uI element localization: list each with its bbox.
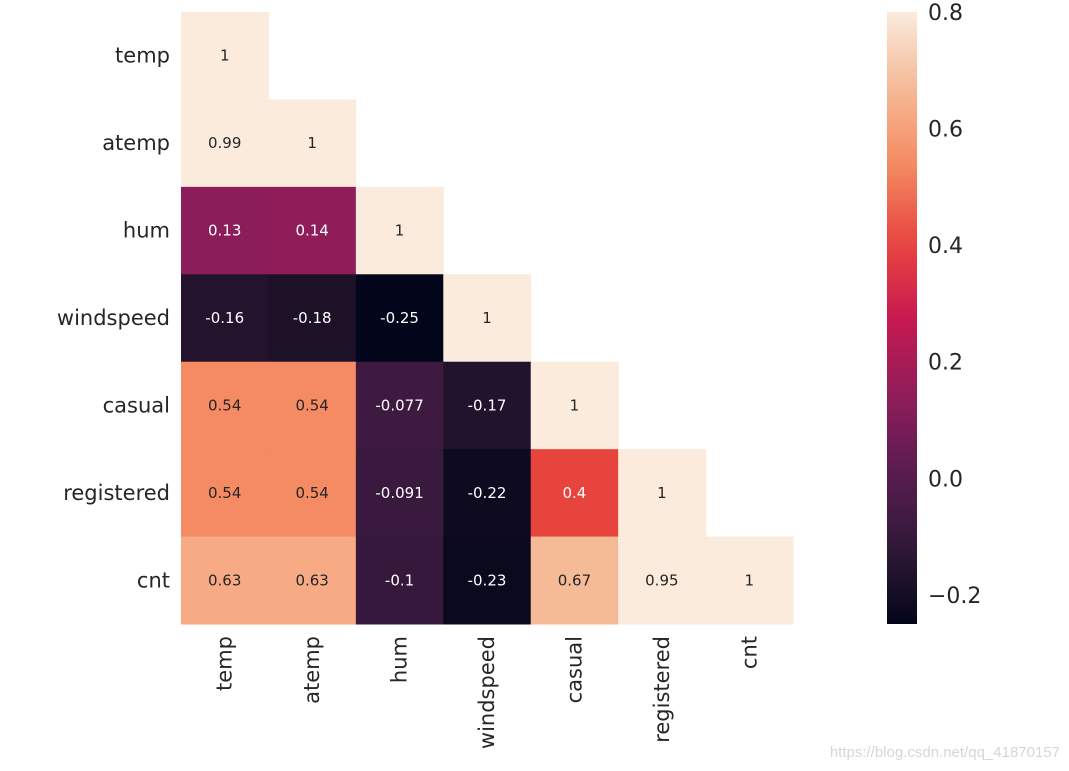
heatmap-cell (181, 536, 269, 625)
colorbar (887, 12, 917, 624)
x-tick-label: registered (650, 636, 674, 743)
cell-annotation: 0.54 (295, 484, 328, 502)
heatmap-cell (705, 536, 794, 625)
heatmap-cell (530, 536, 619, 625)
heatmap-cell (268, 449, 357, 538)
x-tick-label: casual (562, 636, 586, 703)
heatmap-cell (618, 449, 707, 538)
cell-annotation: 0.4 (562, 484, 586, 502)
cell-annotation: 1 (570, 396, 580, 414)
cell-annotation: 0.63 (295, 571, 328, 589)
cell-annotation: 1 (482, 309, 492, 327)
watermark: https://blog.csdn.net/qq_41870157 (830, 744, 1060, 761)
cell-annotation: 0.13 (208, 222, 241, 240)
colorbar-tick-label: 0.4 (928, 234, 963, 259)
cell-annotation: -0.23 (468, 571, 507, 589)
cell-annotation: 0.54 (208, 396, 241, 414)
heatmap-cell (355, 536, 444, 625)
heatmap-cell (268, 186, 357, 275)
colorbar-tick-label: 0.6 (928, 118, 963, 143)
heatmap-cell (181, 274, 269, 363)
heatmap-cell (530, 449, 619, 538)
cell-annotation: -0.18 (293, 309, 332, 327)
colorbar-tick-label: 0.0 (928, 467, 963, 492)
heatmap-cell (181, 186, 269, 275)
y-axis-labels: temp atemp hum windspeed casual registered cnt (57, 44, 170, 593)
x-tick-label: temp (213, 636, 237, 691)
x-tick-label: hum (388, 636, 412, 683)
cell-annotation: 0.54 (208, 484, 241, 502)
cell-annotation: 0.14 (295, 222, 328, 240)
cell-annotation: 0.67 (558, 571, 591, 589)
heatmap-cell (181, 361, 269, 450)
heatmap-cell (181, 449, 269, 538)
heatmap-cell (443, 449, 532, 538)
x-axis-labels: temp atemp hum windspeed casual registered cnt (213, 636, 762, 749)
heatmap-cell (530, 361, 619, 450)
cell-annotation: -0.17 (468, 396, 507, 414)
cell-annotation: 1 (307, 134, 317, 152)
cell-annotation: 0.63 (208, 571, 241, 589)
cell-annotation: -0.25 (380, 309, 419, 327)
cell-annotation: -0.1 (385, 571, 414, 589)
cell-annotation: -0.077 (375, 396, 423, 414)
cell-annotation: 1 (395, 222, 405, 240)
heatmap-cell (355, 449, 444, 538)
cell-annotation: 0.54 (295, 396, 328, 414)
cell-annotation: 1 (745, 571, 755, 589)
heatmap-cell (443, 536, 532, 625)
heatmap-cell (618, 536, 707, 625)
x-tick-label: cnt (737, 636, 761, 669)
cell-annotation: 1 (657, 484, 667, 502)
cell-annotation: 0.99 (208, 134, 241, 152)
heatmap-cell (181, 12, 269, 100)
heatmap-cells: 1 0.99 1 0.13 0.14 1 -0.16 -0.18 -0.25 1 0.54 0.54 -… (181, 12, 794, 625)
heatmap-cell (443, 361, 532, 450)
heatmap-cell (181, 99, 269, 188)
heatmap-cell (268, 536, 357, 625)
y-tick-label: registered (63, 481, 170, 505)
y-tick-label: atemp (102, 131, 170, 155)
heatmap-cell (355, 274, 444, 363)
heatmap-cell (443, 274, 532, 363)
y-tick-label: hum (123, 219, 170, 243)
x-tick-label: atemp (300, 636, 324, 704)
y-tick-label: temp (115, 44, 170, 68)
cell-annotation: -0.16 (205, 309, 244, 327)
colorbar-tick-label: −0.2 (928, 584, 981, 609)
cell-annotation: -0.091 (375, 484, 423, 502)
y-tick-label: cnt (137, 568, 170, 592)
cell-annotation: -0.22 (468, 484, 507, 502)
cell-annotation: 0.95 (645, 571, 678, 589)
colorbar-ticks: 0.8 0.6 0.4 0.2 0.0 −0.2 (928, 1, 981, 609)
y-tick-label: windspeed (57, 306, 170, 330)
heatmap-cell (268, 99, 357, 188)
colorbar-tick-label: 0.2 (928, 351, 963, 376)
heatmap-cell (268, 274, 357, 363)
y-tick-label: casual (103, 393, 170, 417)
heatmap-cell (268, 361, 357, 450)
heatmap-cell (355, 186, 444, 275)
heatmap-cell (355, 361, 444, 450)
colorbar-tick-label: 0.8 (928, 1, 963, 26)
x-tick-label: windspeed (475, 636, 499, 749)
cell-annotation: 1 (220, 47, 230, 65)
